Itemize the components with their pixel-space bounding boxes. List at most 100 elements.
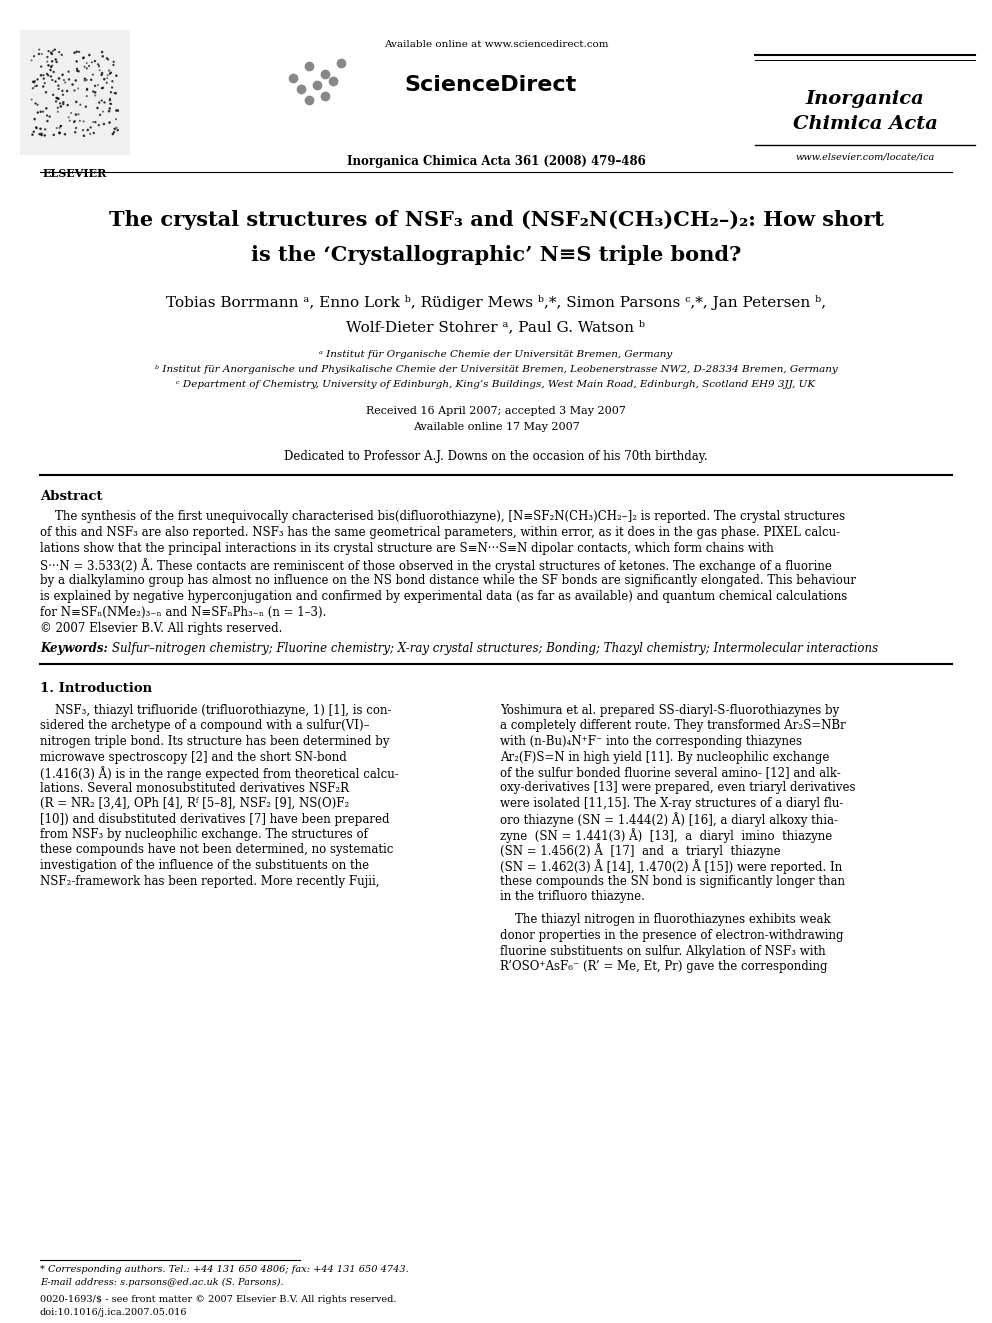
Point [76,126,92,147]
Point [50,101,65,122]
Point [47,40,62,61]
Point [103,82,119,103]
Text: a completely different route. They transformed Ar₂S=NBr: a completely different route. They trans… [500,720,846,733]
Text: Inorganica Chimica Acta 361 (2008) 479–486: Inorganica Chimica Acta 361 (2008) 479–4… [346,155,646,168]
Point [43,66,59,87]
Point [77,67,93,89]
Point [45,56,61,77]
Point [90,54,106,75]
Point [52,41,67,62]
Point [38,119,54,140]
Text: lations show that the principal interactions in its crystal structure are S≡N···: lations show that the principal interact… [40,542,774,556]
Text: (R = NR₂ [3,4], OPh [4], Rᶠ [5–8], NSF₂ [9], NS(O)F₂: (R = NR₂ [3,4], OPh [4], Rᶠ [5–8], NSF₂ … [40,796,349,810]
Point [25,78,41,99]
Point [72,94,88,115]
Point [46,85,62,106]
Point [29,118,45,139]
Point [102,64,118,85]
Point [91,93,107,114]
Text: nitrogen triple bond. Its structure has been determined by: nitrogen triple bond. Its structure has … [40,736,390,747]
Point [101,60,117,81]
Point [55,65,70,86]
Text: 1. Introduction: 1. Introduction [40,681,152,695]
Point [51,89,66,110]
Point [28,116,44,138]
Point [32,38,48,60]
Point [106,82,122,103]
Text: donor properties in the presence of electron-withdrawing: donor properties in the presence of elec… [500,929,843,942]
Point [64,74,80,95]
Text: Yoshimura et al. prepared SS-diaryl-S-fluorothiazynes by: Yoshimura et al. prepared SS-diaryl-S-fl… [500,704,839,717]
Text: The synthesis of the first unequivocally characterised bis(difluorothiazyne), [N: The synthesis of the first unequivocally… [40,509,845,523]
Point [96,91,112,112]
Point [56,70,71,91]
Point [30,69,46,90]
Point [31,44,47,65]
Point [90,74,106,95]
Text: lations. Several monosubstituted derivatives NSF₂R: lations. Several monosubstituted derivat… [40,782,349,795]
Point [29,75,45,97]
Point [69,61,85,82]
Text: www.elsevier.com/locate/ica: www.elsevier.com/locate/ica [796,152,934,161]
Point [39,64,55,85]
Point [99,73,115,94]
Point [62,110,77,131]
Point [79,79,95,101]
Point [105,123,121,144]
Point [41,54,57,75]
Point [78,69,94,90]
Point [55,81,70,102]
Point [91,54,107,75]
Point [41,65,57,86]
Point [32,123,48,144]
Point [38,82,54,103]
Point [49,87,64,108]
Point [96,69,112,90]
Text: Available online at www.sciencedirect.com: Available online at www.sciencedirect.co… [384,40,608,49]
Point [53,93,68,114]
Point [107,118,123,139]
Text: were isolated [11,15]. The X-ray structures of a diaryl flu-: were isolated [11,15]. The X-ray structu… [500,796,843,810]
Point [102,93,118,114]
Point [91,56,107,77]
Text: zyne  (SN = 1.441(3) Å)  [13],  a  diaryl  imino  thiazyne: zyne (SN = 1.441(3) Å) [13], a diaryl im… [500,828,832,843]
Point [37,124,53,146]
Text: The thiazyl nitrogen in fluorothiazynes exhibits weak: The thiazyl nitrogen in fluorothiazynes … [500,913,830,926]
Point [78,53,94,74]
Point [82,116,98,138]
Point [91,60,107,81]
Point [33,65,49,86]
Point [37,73,53,94]
Text: microwave spectroscopy [2] and the short SN-bond: microwave spectroscopy [2] and the short… [40,750,347,763]
Point [40,111,56,132]
Text: by a dialkylamino group has almost no influence on the NS bond distance while th: by a dialkylamino group has almost no in… [40,574,856,587]
Text: for N≡SFₙ(NMe₂)₃₋ₙ and N≡SFₙPh₃₋ₙ (n = 1–3).: for N≡SFₙ(NMe₂)₃₋ₙ and N≡SFₙPh₃₋ₙ (n = 1… [40,606,326,619]
Point [51,75,66,97]
Point [62,69,77,90]
Point [54,44,69,65]
Text: NSF₃, thiazyl trifluoride (trifluorothiazyne, 1) [1], is con-: NSF₃, thiazyl trifluoride (trifluorothia… [40,704,392,717]
Point [84,52,100,73]
Point [81,45,97,66]
Text: is the ‘Crystallographic’ N≡S triple bond?: is the ‘Crystallographic’ N≡S triple bon… [251,245,741,265]
Point [41,41,57,62]
Text: doi:10.1016/j.ica.2007.05.016: doi:10.1016/j.ica.2007.05.016 [40,1308,187,1316]
Point [53,95,68,116]
Point [44,56,60,77]
Text: R’OSO⁺AsF₆⁻ (R’ = Me, Et, Pr) gave the corresponding: R’OSO⁺AsF₆⁻ (R’ = Me, Et, Pr) gave the c… [500,960,827,972]
Point [24,89,40,110]
Text: The crystal structures of NSF₃ and (NSF₂N(CH₃)CH₂–)₂: How short: The crystal structures of NSF₃ and (NSF₂… [108,210,884,230]
Point [45,69,61,90]
Point [27,70,43,91]
Point [69,60,85,81]
Point [99,67,115,89]
Point [52,123,67,144]
Point [78,58,94,79]
Point [94,90,110,111]
Point [33,101,49,122]
Point [104,70,120,91]
Point [30,102,46,123]
Point [76,70,92,91]
Text: these compounds have not been determined, no systematic: these compounds have not been determined… [40,844,394,856]
Point [44,44,60,65]
